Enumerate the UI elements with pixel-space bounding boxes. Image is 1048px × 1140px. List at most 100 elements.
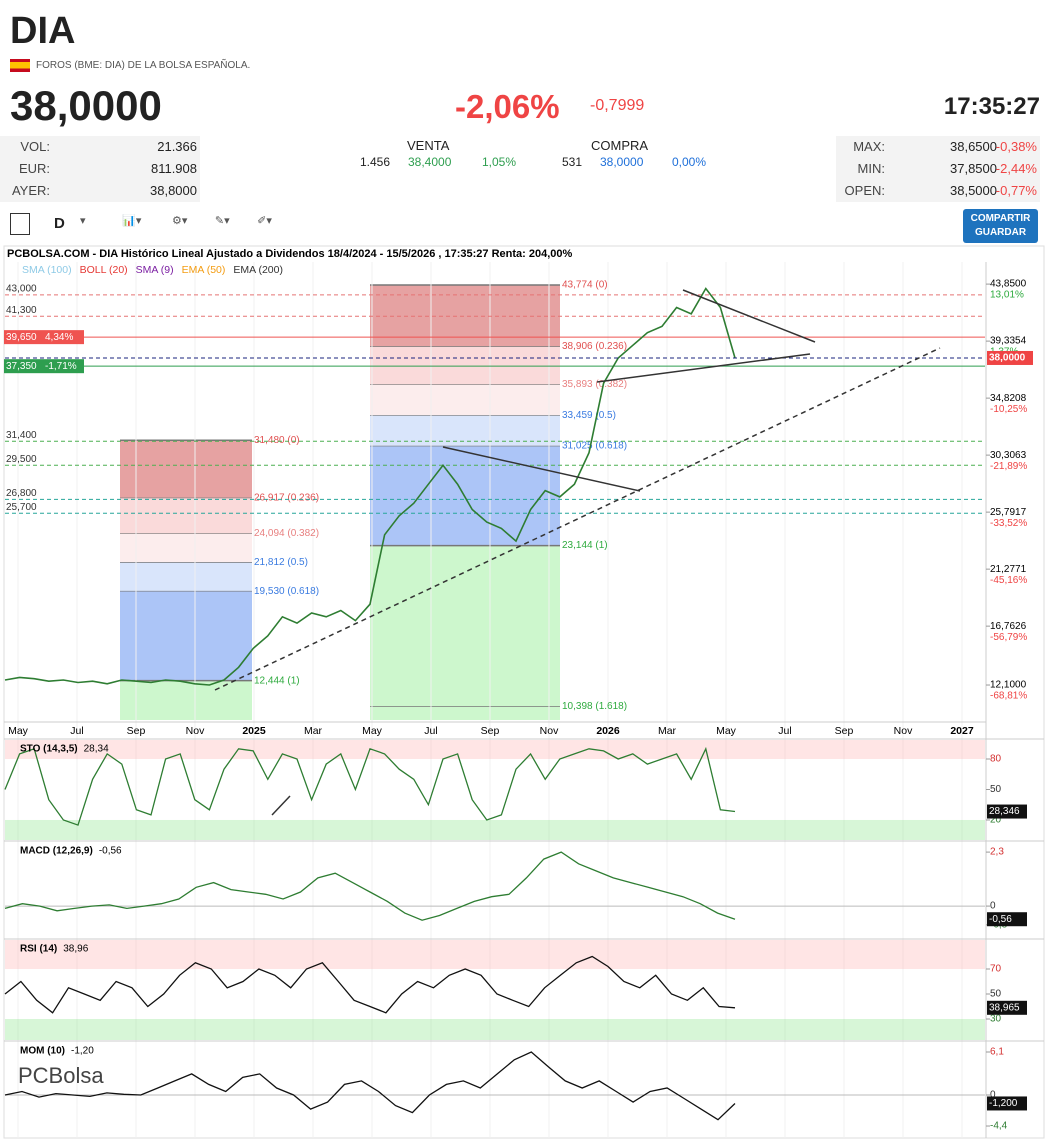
y-tick-label: 25,7917	[990, 507, 1027, 518]
flag	[10, 59, 30, 72]
indicator-line	[4, 955, 736, 1014]
stat-value: 38,5000	[950, 183, 997, 198]
trendline	[596, 353, 811, 383]
stat-value: 38,6500	[950, 139, 997, 154]
fib-label: 23,144 (1)	[562, 540, 608, 551]
compra-label: COMPRA	[591, 138, 649, 153]
change: -0,7999	[590, 97, 645, 114]
fib-band	[370, 545, 560, 720]
oversold-zone	[5, 819, 985, 840]
fib-label: 19,530 (0.618)	[254, 586, 319, 597]
y-tick-label: 16,7626	[990, 621, 1027, 632]
level-label: 39,650	[6, 332, 37, 343]
fib-label: 10,398 (1.618)	[562, 701, 627, 712]
x-tick-label: May	[362, 725, 383, 737]
fib-band	[370, 415, 560, 447]
x-tick-label: May	[8, 725, 29, 737]
fib-label: 33,459 (0.5)	[562, 410, 616, 421]
stat-label: MIN:	[857, 161, 885, 176]
price-line	[4, 287, 736, 686]
x-tick-label: Nov	[894, 725, 913, 737]
last-box	[987, 912, 1027, 927]
fib-label: 38,906 (0.236)	[562, 341, 627, 352]
level-label: 31,400	[6, 430, 37, 441]
stat-label: EUR:	[18, 161, 50, 176]
fib-label: 35,893 (0.382)	[562, 379, 627, 390]
stat-value: 37,8500	[950, 161, 997, 176]
y-tick-label: 34,8208	[990, 393, 1027, 404]
trendline	[442, 446, 641, 492]
stat-label: OPEN:	[844, 183, 885, 198]
trendline	[214, 347, 941, 691]
last-label: -0,56	[989, 914, 1012, 925]
fib-band	[120, 591, 252, 681]
level-box	[4, 359, 84, 374]
y-tick-pct: -56,79%	[990, 632, 1027, 643]
stat-pct: -0,38%	[995, 139, 1037, 154]
panel-title: STO (14,3,5)	[20, 744, 78, 755]
panel-toggle[interactable]	[10, 213, 30, 235]
y-tick-label: 43,8500	[990, 279, 1027, 290]
panel-title: MACD (12,26,9)	[20, 846, 93, 857]
fib-band	[370, 285, 560, 347]
venta-pct: 1,05%	[482, 155, 517, 169]
compra-qty: 531	[562, 155, 583, 169]
venta-price: 38,4000	[408, 155, 452, 169]
stat-label: AYER:	[11, 183, 50, 198]
fib-label: 26,917 (0.236)	[254, 493, 319, 504]
indicator-line	[4, 851, 736, 921]
y-tick-pct: -21,89%	[990, 461, 1027, 472]
exchange: FOROS (BME: DIA) DE LA BOLSA ESPAÑOLA.	[36, 60, 251, 71]
fib-band	[120, 680, 252, 720]
y-tick-label: 50	[990, 989, 1002, 1000]
y-tick-label: 2,3	[990, 847, 1004, 858]
level-box	[4, 330, 84, 345]
share-button[interactable]: COMPARTIR GUARDAR	[963, 209, 1038, 243]
level-label: 25,700	[6, 502, 37, 513]
fib-label: 24,094 (0.382)	[254, 528, 319, 539]
legend-entry: SMA (100)	[22, 264, 72, 276]
y-tick-label: 70	[990, 964, 1002, 975]
stats-left	[0, 136, 200, 202]
last-label: 28,346	[989, 806, 1020, 817]
fib-label: 31,480 (0)	[254, 435, 300, 446]
fib-band	[120, 533, 252, 563]
y-tick-pct: -10,25%	[990, 404, 1027, 415]
stat-pct: -2,44%	[995, 161, 1037, 176]
y-tick-label: 0	[990, 901, 996, 912]
trendline	[271, 795, 291, 816]
dropdown-icons[interactable]: ▾ 📊▾ ⚙▾ ✎▾ ✐▾	[80, 215, 272, 227]
y-tick-label: 50	[990, 784, 1002, 795]
legend-entry: SMA (9)	[136, 264, 174, 276]
x-tick-label: 2025	[242, 725, 266, 737]
x-tick-label: Jul	[70, 725, 83, 737]
compra-price: 38,0000	[600, 155, 644, 169]
stat-label: MAX:	[853, 139, 885, 154]
y-tick-label: 30,3063	[990, 450, 1027, 461]
stat-value: 38,8000	[150, 183, 197, 198]
venta-label: VENTA	[407, 138, 450, 153]
x-tick-label: Sep	[835, 725, 854, 737]
fib-label: 21,812 (0.5)	[254, 557, 308, 568]
price: 38,0000	[10, 82, 162, 129]
level-pct: -1,71%	[45, 361, 77, 372]
x-tick-label: Sep	[481, 725, 500, 737]
chart-frame	[3, 245, 1045, 1139]
stat-value: 811.908	[150, 161, 197, 176]
x-tick-label: Jul	[424, 725, 437, 737]
period-select[interactable]: D	[54, 215, 65, 232]
share-label[interactable]: COMPARTIR	[970, 213, 1031, 224]
fib-band	[370, 346, 560, 385]
level-label: 29,500	[6, 454, 37, 465]
compra-pct: 0,00%	[672, 155, 707, 169]
legend-entry: EMA (50)	[182, 264, 226, 276]
trendline	[682, 289, 816, 343]
level-pct: 4,34%	[45, 332, 73, 343]
save-label[interactable]: GUARDAR	[974, 227, 1027, 238]
x-tick-label: May	[716, 725, 737, 737]
y-tick-label: 39,3354	[990, 336, 1027, 347]
fib-band	[370, 384, 560, 416]
last-label: -1,200	[989, 1098, 1018, 1109]
